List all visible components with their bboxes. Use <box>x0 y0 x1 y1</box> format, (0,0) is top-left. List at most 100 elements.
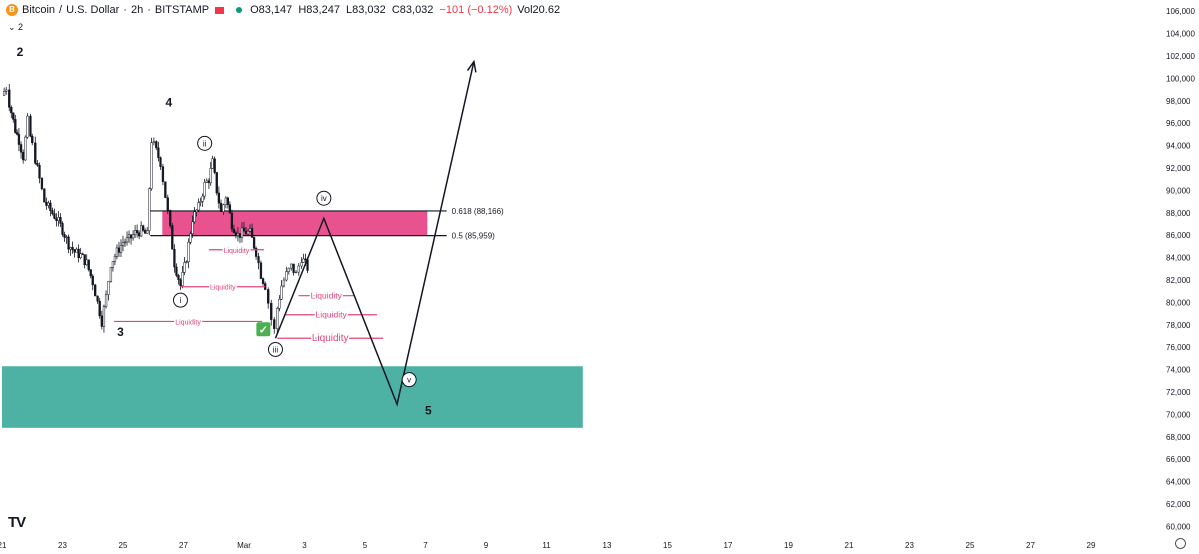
minor-wave-label: iii <box>273 345 279 354</box>
x-tick-label: 25 <box>966 541 975 550</box>
exchange-label[interactable]: BITSTAMP <box>154 4 210 16</box>
x-tick-label: Mar <box>237 541 251 550</box>
candle-body <box>161 166 165 182</box>
quote-currency[interactable]: U.S. Dollar <box>66 4 120 16</box>
candle-body <box>26 115 29 138</box>
candle-body <box>29 115 32 137</box>
x-tick-label: 9 <box>484 541 489 550</box>
candle-body <box>230 212 234 230</box>
candle-body <box>87 259 90 270</box>
candle-body <box>77 248 80 258</box>
liquidity-label: Liquidity <box>210 285 236 292</box>
candle-body <box>73 249 76 253</box>
candle-body <box>65 236 68 238</box>
candle-body <box>144 230 147 234</box>
y-tick-label: 62,000 <box>1166 500 1191 509</box>
candle-body <box>197 202 200 211</box>
candle-body <box>83 254 86 266</box>
symbol-header[interactable]: B Bitcoin / U.S. Dollar · 2h · BITSTAMP … <box>0 0 560 20</box>
x-tick-label: 23 <box>905 541 914 550</box>
candle-body <box>252 237 256 249</box>
candle-body <box>47 202 50 206</box>
candle-body <box>177 275 180 280</box>
gear-icon[interactable] <box>1175 538 1186 549</box>
candle-body <box>119 245 123 253</box>
indicator-toggle[interactable]: ⌄ 2 <box>8 22 24 32</box>
liquidity-label: Liquidity <box>175 319 201 326</box>
candle-body <box>155 141 158 149</box>
candle-body <box>209 167 212 184</box>
candle-body <box>193 211 196 223</box>
x-tick-label: 21 <box>0 541 7 550</box>
market-status-icon[interactable] <box>236 7 243 13</box>
candle-body <box>278 299 281 309</box>
candle-body <box>146 230 149 234</box>
candle-body <box>102 306 106 327</box>
candle-body <box>166 197 169 211</box>
candle-body <box>185 261 188 263</box>
y-tick-label: 68,000 <box>1166 433 1191 442</box>
candle-body <box>290 263 293 269</box>
candle-body <box>53 213 56 219</box>
candle-body <box>191 221 194 234</box>
tradingview-logo[interactable]: TV <box>8 514 26 531</box>
y-tick-label: 90,000 <box>1166 186 1191 195</box>
bitcoin-icon: B <box>6 4 18 16</box>
x-tick-label: 13 <box>603 541 612 550</box>
candle-body <box>17 134 21 145</box>
candle-body <box>259 262 263 279</box>
candle-body <box>242 227 246 232</box>
candle-body <box>240 227 244 238</box>
candle-body <box>297 265 300 273</box>
candle-body <box>15 132 19 135</box>
change-value: −101 (−0.12%) <box>439 4 513 16</box>
candle-body <box>273 319 276 329</box>
candle-body <box>285 271 288 281</box>
symbol-name[interactable]: Bitcoin <box>22 4 56 16</box>
y-tick-label: 94,000 <box>1166 142 1191 151</box>
minor-wave-circle <box>172 292 188 308</box>
fib-level-label: 0.618 (88,166) <box>452 207 504 216</box>
x-tick-label: 5 <box>363 541 368 550</box>
candle-body <box>164 181 167 198</box>
candle-body <box>276 308 279 329</box>
minor-wave-label: ii <box>203 139 207 148</box>
close-value: C83,032 <box>391 4 434 16</box>
interval-label[interactable]: 2h <box>130 4 144 16</box>
candle-body <box>287 267 290 272</box>
candle-body <box>244 230 248 235</box>
candle-body <box>31 135 34 144</box>
liquidity-label: Liquidity <box>311 291 343 301</box>
separator-dot: · <box>123 4 127 16</box>
candle-body <box>179 279 182 286</box>
candle-body <box>43 188 46 203</box>
candle-body <box>123 241 127 244</box>
candle-body <box>111 261 115 268</box>
projection-path <box>274 61 475 407</box>
candle-body <box>59 217 62 224</box>
x-tick-label: 15 <box>663 541 672 550</box>
candle-body <box>107 281 110 295</box>
elliott-wave-label: 5 <box>425 403 432 417</box>
candle-body <box>79 253 82 258</box>
candle-body <box>38 164 41 179</box>
candle-body <box>267 289 270 304</box>
flag-icon[interactable] <box>215 6 225 14</box>
candle-body <box>226 197 230 205</box>
candle-body <box>85 259 88 266</box>
candle-body <box>96 295 99 302</box>
open-value: O83,147 <box>250 4 293 16</box>
candle-body <box>81 253 84 255</box>
candle-body <box>51 210 54 214</box>
candle-body <box>222 204 225 212</box>
candle-body <box>115 247 119 257</box>
candle-body <box>69 247 72 250</box>
candle-body <box>40 177 44 190</box>
x-tick-label: 25 <box>119 541 128 550</box>
candle-body <box>10 107 13 114</box>
candle-body <box>148 188 151 231</box>
candle-body <box>98 300 101 317</box>
candle-body <box>173 248 176 268</box>
